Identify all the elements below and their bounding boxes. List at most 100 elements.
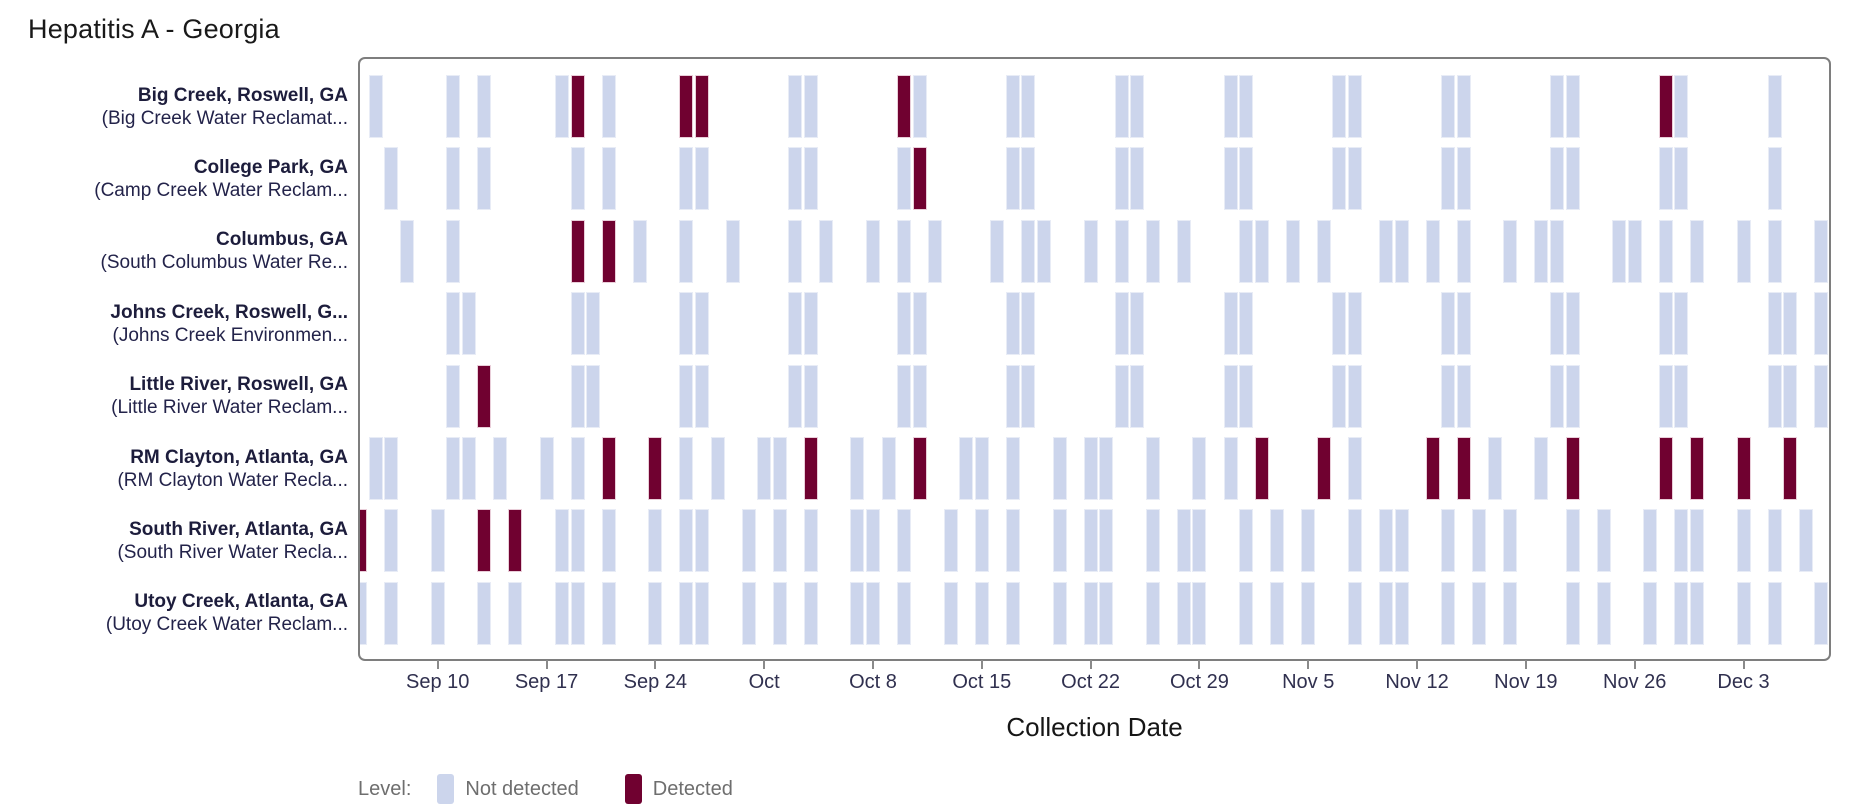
sample-bar-not-detected[interactable] bbox=[1549, 292, 1564, 356]
sample-bar-not-detected[interactable] bbox=[1689, 219, 1704, 283]
sample-bar-not-detected[interactable] bbox=[1316, 219, 1331, 283]
sample-bar-not-detected[interactable] bbox=[912, 292, 927, 356]
sample-bar-not-detected[interactable] bbox=[555, 581, 570, 645]
sample-bar-not-detected[interactable] bbox=[741, 581, 756, 645]
sample-bar-detected[interactable] bbox=[477, 364, 492, 428]
sample-bar-not-detected[interactable] bbox=[384, 437, 399, 500]
sample-bar-not-detected[interactable] bbox=[1736, 219, 1751, 283]
sample-bar-not-detected[interactable] bbox=[1176, 581, 1191, 645]
sample-bar-not-detected[interactable] bbox=[1347, 147, 1362, 211]
sample-bar-not-detected[interactable] bbox=[1394, 581, 1409, 645]
sample-bar-not-detected[interactable] bbox=[1503, 581, 1518, 645]
sample-bar-not-detected[interactable] bbox=[1021, 219, 1036, 283]
sample-bar-not-detected[interactable] bbox=[1021, 147, 1036, 211]
sample-bar-not-detected[interactable] bbox=[477, 147, 492, 211]
sample-bar-not-detected[interactable] bbox=[1301, 509, 1316, 573]
sample-bar-not-detected[interactable] bbox=[586, 364, 601, 428]
sample-bar-not-detected[interactable] bbox=[1565, 581, 1580, 645]
sample-bar-not-detected[interactable] bbox=[1223, 75, 1238, 138]
sample-bar-not-detected[interactable] bbox=[1021, 292, 1036, 356]
sample-bar-not-detected[interactable] bbox=[788, 147, 803, 211]
sample-bar-not-detected[interactable] bbox=[1145, 219, 1160, 283]
sample-bar-not-detected[interactable] bbox=[897, 581, 912, 645]
sample-bar-not-detected[interactable] bbox=[1456, 75, 1471, 138]
sample-bar-not-detected[interactable] bbox=[384, 509, 399, 573]
sample-bar-not-detected[interactable] bbox=[601, 147, 616, 211]
sample-bar-not-detected[interactable] bbox=[974, 437, 989, 500]
sample-bar-not-detected[interactable] bbox=[570, 581, 585, 645]
sample-bar-not-detected[interactable] bbox=[1347, 509, 1362, 573]
sample-bar-not-detected[interactable] bbox=[1658, 292, 1673, 356]
sample-bar-not-detected[interactable] bbox=[943, 581, 958, 645]
sample-bar-not-detected[interactable] bbox=[1627, 219, 1642, 283]
sample-bar-detected[interactable] bbox=[679, 75, 694, 138]
sample-bar-not-detected[interactable] bbox=[1005, 147, 1020, 211]
sample-bar-not-detected[interactable] bbox=[1223, 147, 1238, 211]
sample-bar-not-detected[interactable] bbox=[694, 147, 709, 211]
sample-bar-not-detected[interactable] bbox=[1472, 509, 1487, 573]
sample-bar-not-detected[interactable] bbox=[1456, 219, 1471, 283]
sample-bar-not-detected[interactable] bbox=[1767, 147, 1782, 211]
sample-bar-not-detected[interactable] bbox=[1441, 292, 1456, 356]
sample-bar-not-detected[interactable] bbox=[741, 509, 756, 573]
sample-bar-detected[interactable] bbox=[1456, 437, 1471, 500]
sample-bar-not-detected[interactable] bbox=[1767, 75, 1782, 138]
sample-bar-not-detected[interactable] bbox=[1674, 581, 1689, 645]
sample-bar-not-detected[interactable] bbox=[1658, 219, 1673, 283]
sample-bar-not-detected[interactable] bbox=[1145, 581, 1160, 645]
sample-bar-not-detected[interactable] bbox=[1425, 219, 1440, 283]
sample-bar-detected[interactable] bbox=[912, 437, 927, 500]
sample-bar-not-detected[interactable] bbox=[1114, 147, 1129, 211]
sample-bar-not-detected[interactable] bbox=[1472, 581, 1487, 645]
sample-bar-not-detected[interactable] bbox=[679, 147, 694, 211]
sample-bar-not-detected[interactable] bbox=[1021, 364, 1036, 428]
sample-bar-not-detected[interactable] bbox=[1114, 292, 1129, 356]
sample-bar-not-detected[interactable] bbox=[788, 219, 803, 283]
sample-bar-not-detected[interactable] bbox=[757, 437, 772, 500]
sample-bar-not-detected[interactable] bbox=[1565, 292, 1580, 356]
sample-bar-not-detected[interactable] bbox=[694, 509, 709, 573]
sample-bar-not-detected[interactable] bbox=[1130, 364, 1145, 428]
sample-bar-not-detected[interactable] bbox=[788, 364, 803, 428]
sample-bar-not-detected[interactable] bbox=[1285, 219, 1300, 283]
sample-bar-not-detected[interactable] bbox=[803, 75, 818, 138]
sample-bar-not-detected[interactable] bbox=[1378, 509, 1393, 573]
sample-bar-detected[interactable] bbox=[1316, 437, 1331, 500]
sample-bar-not-detected[interactable] bbox=[1565, 509, 1580, 573]
sample-bar-not-detected[interactable] bbox=[492, 437, 507, 500]
sample-bar-not-detected[interactable] bbox=[865, 509, 880, 573]
sample-bar-not-detected[interactable] bbox=[1394, 509, 1409, 573]
sample-bar-not-detected[interactable] bbox=[1347, 364, 1362, 428]
sample-bar-not-detected[interactable] bbox=[648, 581, 663, 645]
sample-bar-not-detected[interactable] bbox=[384, 581, 399, 645]
sample-bar-not-detected[interactable] bbox=[1441, 509, 1456, 573]
sample-bar-not-detected[interactable] bbox=[1767, 581, 1782, 645]
sample-bar-not-detected[interactable] bbox=[897, 509, 912, 573]
sample-bar-not-detected[interactable] bbox=[1145, 437, 1160, 500]
sample-bar-not-detected[interactable] bbox=[1005, 292, 1020, 356]
sample-bar-not-detected[interactable] bbox=[679, 437, 694, 500]
sample-bar-not-detected[interactable] bbox=[1767, 219, 1782, 283]
sample-bar-not-detected[interactable] bbox=[508, 581, 523, 645]
sample-bar-not-detected[interactable] bbox=[368, 75, 383, 138]
sample-bar-not-detected[interactable] bbox=[446, 437, 461, 500]
sample-bar-not-detected[interactable] bbox=[1767, 364, 1782, 428]
sample-bar-not-detected[interactable] bbox=[1223, 292, 1238, 356]
sample-bar-not-detected[interactable] bbox=[803, 581, 818, 645]
sample-bar-detected[interactable] bbox=[1736, 437, 1751, 500]
sample-bar-not-detected[interactable] bbox=[1658, 364, 1673, 428]
sample-bar-not-detected[interactable] bbox=[570, 364, 585, 428]
sample-bar-not-detected[interactable] bbox=[570, 147, 585, 211]
sample-bar-not-detected[interactable] bbox=[539, 437, 554, 500]
sample-bar-not-detected[interactable] bbox=[1099, 581, 1114, 645]
sample-bar-not-detected[interactable] bbox=[555, 509, 570, 573]
sample-bar-not-detected[interactable] bbox=[679, 581, 694, 645]
sample-bar-not-detected[interactable] bbox=[1239, 509, 1254, 573]
sample-bar-not-detected[interactable] bbox=[1441, 364, 1456, 428]
sample-bar-not-detected[interactable] bbox=[1083, 437, 1098, 500]
sample-bar-not-detected[interactable] bbox=[1239, 581, 1254, 645]
sample-bar-not-detected[interactable] bbox=[1347, 75, 1362, 138]
sample-bar-not-detected[interactable] bbox=[1239, 75, 1254, 138]
sample-bar-not-detected[interactable] bbox=[648, 509, 663, 573]
sample-bar-not-detected[interactable] bbox=[446, 219, 461, 283]
